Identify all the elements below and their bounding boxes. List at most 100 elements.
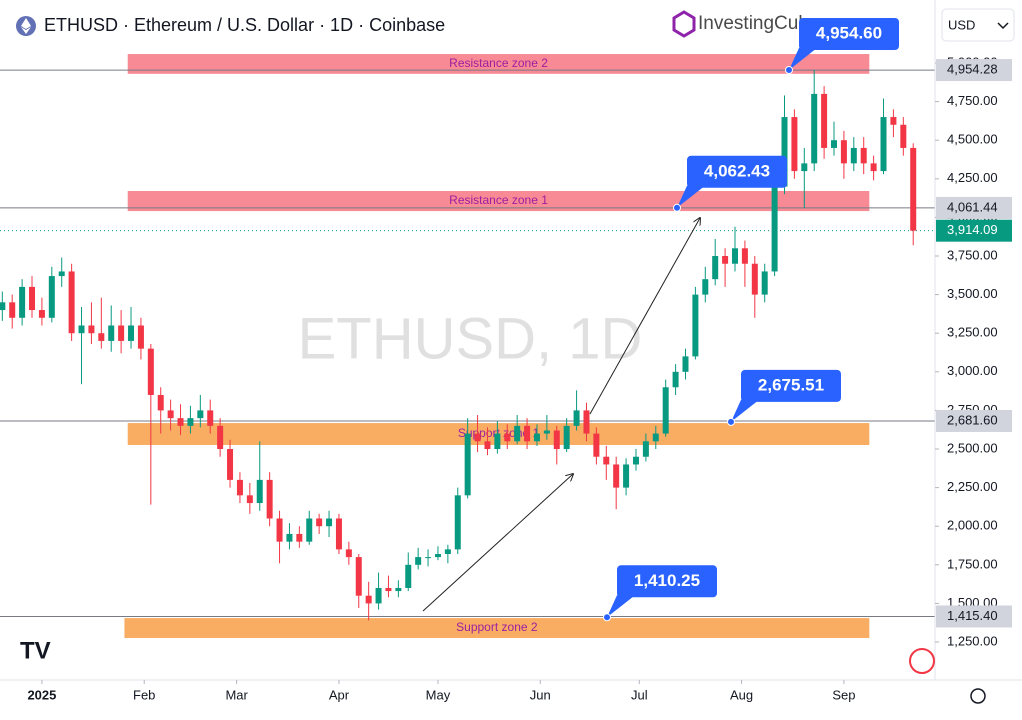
candle-body: [553, 430, 560, 450]
candle-body: [236, 479, 243, 496]
callout-box: [799, 18, 899, 51]
candle-body: [375, 587, 382, 604]
callout: 1,410.25: [603, 565, 717, 622]
candle-body: [68, 271, 75, 334]
candle-body: [494, 433, 501, 450]
x-tick-label: Feb: [133, 687, 155, 702]
x-tick-label: 2025: [27, 687, 56, 702]
candle-body: [712, 256, 719, 280]
candle-body: [385, 587, 392, 592]
candle-body: [722, 256, 729, 264]
candle-body: [811, 93, 818, 164]
candle-body: [38, 310, 45, 318]
candle-body: [632, 456, 639, 465]
candle-body: [365, 595, 372, 604]
callout-tail: [607, 595, 635, 618]
currency-select[interactable]: [941, 8, 1015, 42]
candle-body: [890, 117, 897, 125]
callout-point: [727, 417, 735, 426]
candle-body: [682, 356, 689, 372]
candle-body: [306, 518, 313, 542]
candle-body: [642, 441, 649, 457]
candle-body: [781, 117, 788, 187]
arrow: [422, 474, 573, 612]
candle-body: [880, 117, 887, 172]
zone: [127, 54, 870, 74]
candle-body: [395, 587, 402, 592]
price-tag-label: 2,681.60: [947, 412, 998, 427]
candle-body: [58, 271, 65, 277]
candle-body: [613, 464, 620, 488]
candle-body: [246, 495, 253, 504]
candle-body: [692, 294, 699, 357]
callout: 4,062.43: [673, 155, 787, 212]
candle-body: [821, 93, 828, 148]
candle-body: [335, 518, 342, 550]
callout-label: 1,410.25: [634, 571, 700, 590]
callout-tail: [789, 48, 817, 71]
callout-label: 4,954.60: [816, 24, 882, 43]
callout-tail: [677, 185, 705, 208]
callout-box: [687, 155, 787, 188]
candle-body: [583, 410, 590, 434]
candle-body: [0, 302, 6, 311]
candle-body: [484, 441, 491, 450]
candle-body: [29, 286, 36, 311]
callout-label: 2,675.51: [758, 375, 824, 394]
x-tick-label: Sep: [832, 687, 855, 702]
candle-body: [771, 186, 778, 272]
flag-icon: [909, 648, 935, 674]
candle-body: [870, 163, 877, 172]
currency[interactable]: USD: [948, 17, 975, 32]
y-tick-label: 3,000.00: [947, 363, 998, 378]
candle-body: [533, 433, 540, 442]
candle-body: [652, 433, 659, 442]
y-tick-label: 3,750.00: [947, 247, 998, 262]
candle-body: [900, 124, 907, 148]
candle-body: [434, 554, 441, 558]
tv-logo: TV: [20, 637, 51, 664]
dropdown-icon[interactable]: [997, 22, 1009, 30]
candle-body: [761, 271, 768, 295]
x-tick-label: Mar: [225, 687, 248, 702]
zone-label: Resistance zone 2: [449, 56, 548, 70]
candle-body: [831, 140, 838, 148]
y-tick-label: 4,500.00: [947, 132, 998, 147]
candle-body: [910, 147, 917, 231]
chart-title: ETHUSD · Ethereum / U.S. Dollar · 1D · C…: [44, 15, 445, 35]
y-tick-label: 3,250.00: [947, 325, 998, 340]
candle-body: [128, 325, 135, 341]
zone-label: Resistance zone 1: [449, 193, 548, 207]
price-tag-label: 3,914.09: [947, 222, 998, 237]
candle-body: [415, 557, 422, 565]
y-tick-label: 2,000.00: [947, 518, 998, 533]
candle-body: [276, 518, 283, 542]
candle-body: [662, 387, 669, 434]
price-tag-label: 4,061.44: [947, 199, 998, 214]
callout-box: [617, 565, 717, 598]
callout-point: [785, 66, 793, 75]
price-tag: [936, 605, 1012, 628]
candle-body: [702, 279, 709, 295]
candle-body: [543, 430, 550, 434]
y-tick-label: 1,250.00: [947, 633, 998, 648]
y-tick-label: 2,250.00: [947, 479, 998, 494]
candle-body: [444, 549, 451, 555]
candle-body: [88, 325, 95, 334]
settings-icon[interactable]: [970, 688, 986, 704]
candle-body: [227, 449, 234, 480]
candle-body: [524, 425, 531, 442]
candle-body: [504, 433, 511, 442]
y-tick-label: 4,250.00: [947, 170, 998, 185]
y-tick-label: 3,500.00: [947, 286, 998, 301]
header-bg: [0, 0, 480, 48]
candle-body: [731, 248, 738, 264]
candle-body: [593, 433, 600, 457]
candle-body: [217, 425, 224, 450]
candle-body: [197, 410, 204, 419]
zone: [124, 618, 870, 639]
candle-body: [741, 248, 748, 264]
candle-body: [355, 557, 362, 596]
candle-body: [108, 325, 115, 341]
